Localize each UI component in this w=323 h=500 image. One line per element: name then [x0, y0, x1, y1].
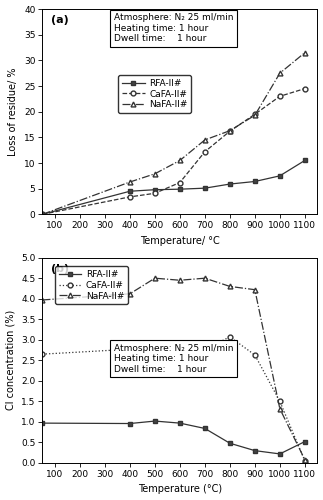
RFA-II# — [228, 440, 232, 446]
CaFA-II# — [228, 334, 232, 340]
CaFA-II# — [278, 94, 282, 100]
RFA-II# — [178, 420, 182, 426]
CaFA-II# — [228, 128, 232, 134]
CaFA-II# — [203, 148, 207, 154]
Line: CaFA-II#: CaFA-II# — [40, 86, 307, 217]
NaFA-II# — [278, 406, 282, 412]
RFA-II# — [153, 186, 157, 192]
Legend: RFA-II#, CaFA-II#, NaFA-II#: RFA-II#, CaFA-II#, NaFA-II# — [119, 75, 191, 113]
RFA-II# — [203, 185, 207, 191]
NaFA-II# — [253, 112, 257, 118]
RFA-II# — [303, 158, 307, 164]
NaFA-II# — [203, 275, 207, 281]
Text: Atmosphere: N₂ 25 ml/min
Heating time: 1 hour
Dwell time:    1 hour: Atmosphere: N₂ 25 ml/min Heating time: 1… — [114, 13, 234, 43]
NaFA-II# — [228, 284, 232, 290]
CaFA-II# — [128, 194, 132, 200]
RFA-II# — [303, 438, 307, 444]
RFA-II# — [40, 212, 44, 218]
CaFA-II# — [253, 352, 257, 358]
RFA-II# — [153, 418, 157, 424]
CaFA-II# — [178, 180, 182, 186]
Y-axis label: Loss of residue/ %: Loss of residue/ % — [8, 68, 18, 156]
CaFA-II# — [303, 458, 307, 464]
Legend: RFA-II#, CaFA-II#, NaFA-II#: RFA-II#, CaFA-II#, NaFA-II# — [55, 266, 128, 304]
NaFA-II# — [128, 291, 132, 297]
NaFA-II# — [303, 456, 307, 462]
NaFA-II# — [153, 275, 157, 281]
Text: (b): (b) — [51, 264, 69, 274]
CaFA-II# — [153, 190, 157, 196]
NaFA-II# — [128, 179, 132, 185]
CaFA-II# — [40, 212, 44, 218]
Y-axis label: Cl concentration (%): Cl concentration (%) — [5, 310, 16, 410]
Line: NaFA-II#: NaFA-II# — [40, 50, 307, 217]
RFA-II# — [278, 173, 282, 179]
NaFA-II# — [178, 277, 182, 283]
Line: RFA-II#: RFA-II# — [40, 158, 307, 217]
CaFA-II# — [203, 346, 207, 352]
CaFA-II# — [128, 346, 132, 352]
RFA-II# — [128, 420, 132, 426]
CaFA-II# — [40, 351, 44, 357]
Line: NaFA-II#: NaFA-II# — [40, 276, 307, 462]
RFA-II# — [178, 186, 182, 192]
CaFA-II# — [278, 398, 282, 404]
RFA-II# — [228, 181, 232, 187]
NaFA-II# — [40, 297, 44, 303]
NaFA-II# — [303, 50, 307, 56]
CaFA-II# — [303, 86, 307, 91]
NaFA-II# — [228, 128, 232, 134]
RFA-II# — [253, 178, 257, 184]
Line: RFA-II#: RFA-II# — [40, 418, 307, 457]
Line: CaFA-II#: CaFA-II# — [40, 334, 307, 464]
NaFA-II# — [178, 158, 182, 164]
RFA-II# — [203, 426, 207, 432]
CaFA-II# — [178, 346, 182, 352]
Text: Atmosphere: N₂ 25 ml/min
Heating time: 1 hour
Dwell time:    1 hour: Atmosphere: N₂ 25 ml/min Heating time: 1… — [114, 344, 234, 374]
NaFA-II# — [153, 171, 157, 177]
NaFA-II# — [278, 70, 282, 76]
RFA-II# — [128, 188, 132, 194]
NaFA-II# — [203, 137, 207, 143]
CaFA-II# — [153, 346, 157, 352]
NaFA-II# — [253, 286, 257, 292]
X-axis label: Temperature/ °C: Temperature/ °C — [140, 236, 220, 246]
NaFA-II# — [40, 212, 44, 218]
X-axis label: Temperature (°C): Temperature (°C) — [138, 484, 222, 494]
RFA-II# — [278, 451, 282, 457]
Text: (a): (a) — [51, 15, 68, 25]
RFA-II# — [253, 448, 257, 454]
CaFA-II# — [253, 112, 257, 117]
RFA-II# — [40, 420, 44, 426]
